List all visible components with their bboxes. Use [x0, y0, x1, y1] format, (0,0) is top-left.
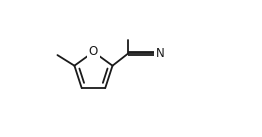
- Text: O: O: [89, 45, 98, 58]
- Text: N: N: [156, 47, 165, 60]
